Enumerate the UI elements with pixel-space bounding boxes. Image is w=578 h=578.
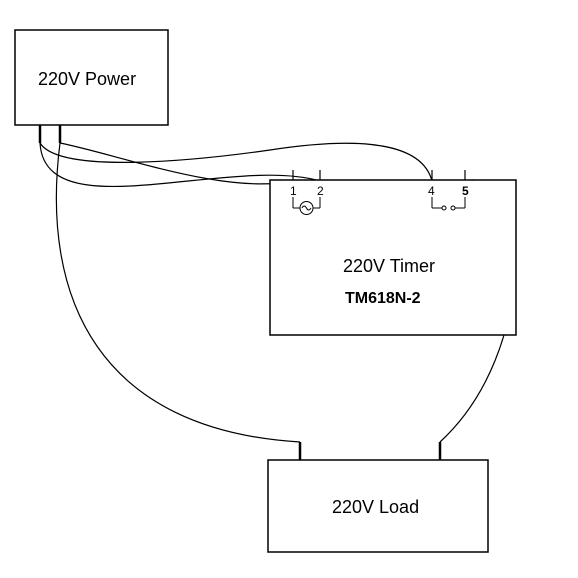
wire-power-t2-load-t1 (56, 143, 300, 442)
pin-2-label: 2 (317, 184, 324, 198)
pin-1-label: 1 (290, 184, 297, 198)
load-box-label: 220V Load (332, 497, 419, 517)
power-box-label: 220V Power (38, 69, 136, 89)
wiring-diagram: 220V Power 220V Timer TM618N-2 1 2 4 5 (0, 0, 578, 578)
timer-label: 220V Timer (343, 256, 435, 276)
load-box: 220V Load (268, 442, 488, 552)
pin-4-label: 4 (428, 184, 435, 198)
pin-5-label: 5 (462, 184, 469, 198)
wire-timer-p4-power-t1 (40, 143, 432, 181)
timer-model: TM618N-2 (345, 290, 421, 307)
wire-power-t2-timer-p1 (60, 143, 293, 184)
power-box: 220V Power (15, 30, 168, 143)
timer-box: 220V Timer TM618N-2 1 2 4 5 (270, 170, 516, 335)
